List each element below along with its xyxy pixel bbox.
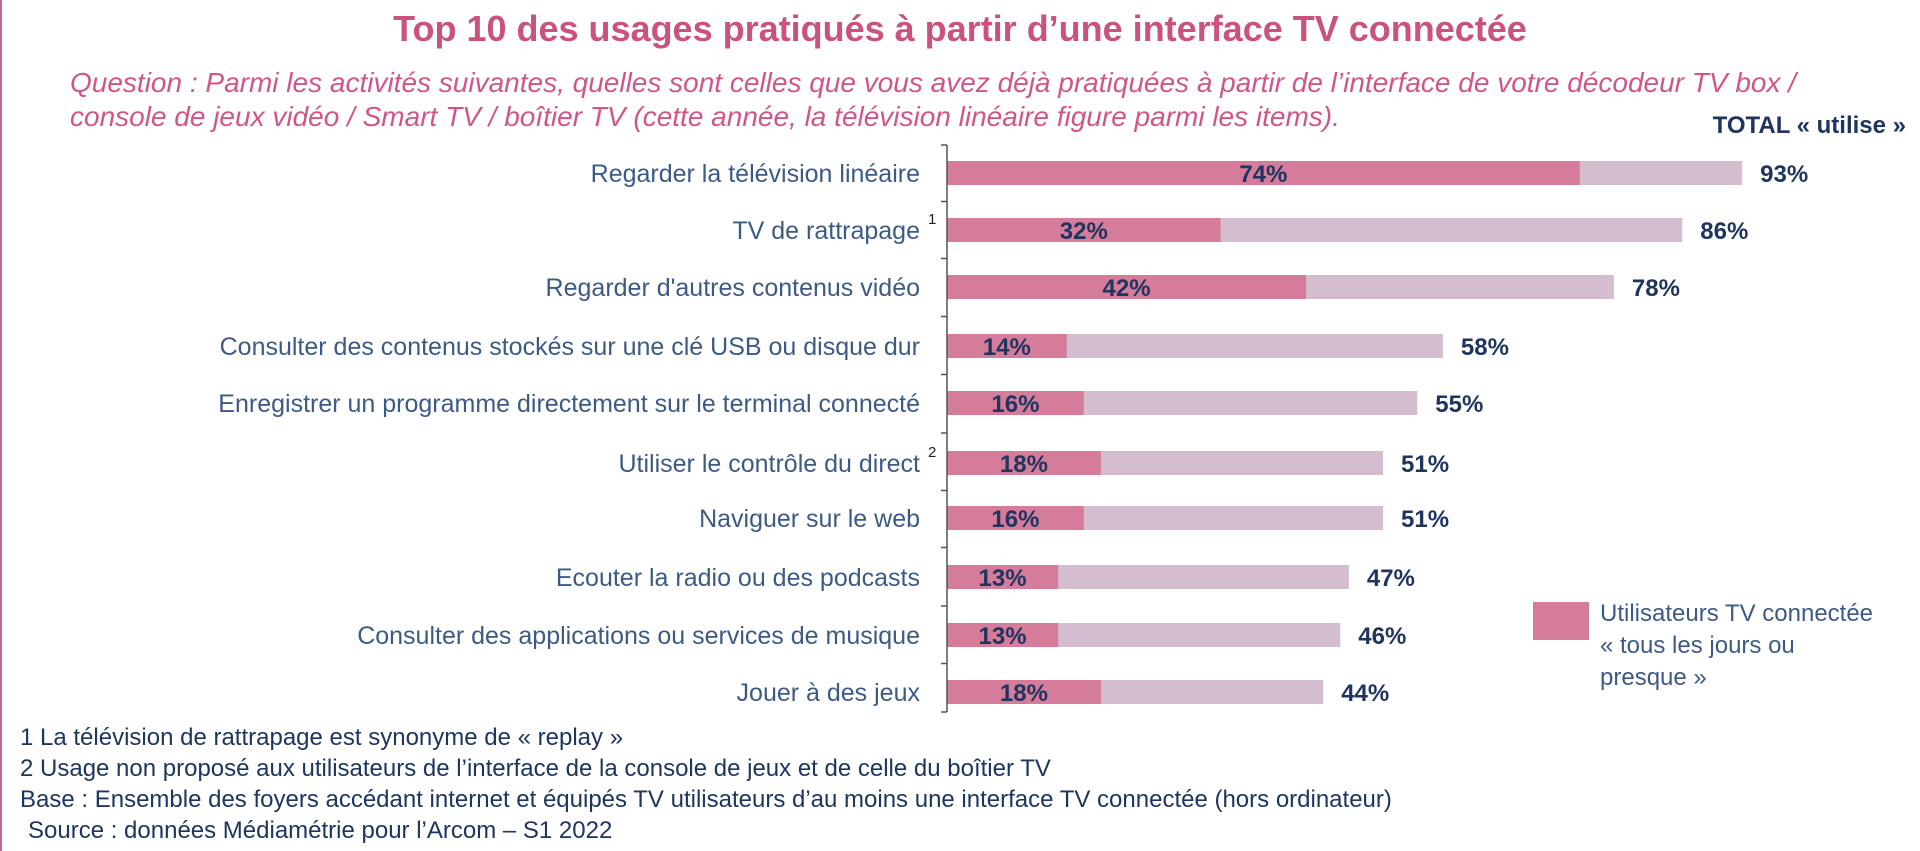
footnote-marker-1: 1	[928, 211, 936, 228]
total-value-label-9: 46%	[1358, 623, 1406, 650]
bar-daily-9	[947, 623, 1059, 647]
category-label-3: Regarder d'autres contenus vidéo	[546, 274, 920, 302]
daily-value-label-8: 13%	[979, 565, 1027, 592]
category-label-1: Regarder la télévision linéaire	[591, 160, 920, 188]
daily-value-label-4: 14%	[983, 334, 1031, 361]
legend-line-2: « tous les jours ou	[1600, 632, 1795, 659]
category-label-8: Ecouter la radio ou des podcasts	[556, 564, 920, 592]
daily-value-label-7: 16%	[991, 506, 1039, 533]
legend-line-3: presque »	[1600, 664, 1707, 691]
total-value-label-6: 51%	[1401, 451, 1449, 478]
source-note: Source : données Médiamétrie pour l’Arco…	[28, 817, 613, 844]
daily-value-label-10: 18%	[1000, 680, 1048, 707]
footnote-2: 2 Usage non proposé aux utilisateurs de …	[20, 755, 1051, 782]
daily-value-label-1: 74%	[1239, 161, 1287, 188]
bar-daily-1	[947, 161, 1580, 185]
daily-value-label-9: 13%	[979, 623, 1027, 650]
category-label-5: Enregistrer un programme directement sur…	[218, 390, 920, 418]
daily-value-label-5: 16%	[991, 391, 1039, 418]
total-value-label-7: 51%	[1401, 506, 1449, 533]
legend-label: Utilisateurs TV connectée « tous les jou…	[1600, 598, 1918, 694]
category-label-2: TV de rattrapage	[732, 217, 920, 245]
daily-value-label-2: 32%	[1060, 218, 1108, 245]
total-value-label-10: 44%	[1341, 680, 1389, 707]
bar-daily-3	[947, 275, 1307, 299]
daily-value-label-3: 42%	[1103, 275, 1151, 302]
category-label-4: Consulter des contenus stockés sur une c…	[220, 333, 920, 361]
legend-swatch	[1533, 602, 1589, 640]
footnote-marker-2: 2	[928, 444, 936, 461]
bar-daily-6	[947, 451, 1101, 475]
footnote-1: 1 La télévision de rattrapage est synony…	[20, 724, 624, 751]
total-uses-header: TOTAL « utilise »	[1712, 112, 1906, 139]
question-line-2: console de jeux vidéo / Smart TV / boîti…	[70, 101, 1340, 132]
total-value-label-5: 55%	[1435, 391, 1483, 418]
question-line-1: Question : Parmi les activités suivantes…	[70, 67, 1797, 98]
total-value-label-1: 93%	[1760, 161, 1808, 188]
bar-daily-8	[947, 565, 1059, 589]
category-label-7: Naviguer sur le web	[699, 505, 920, 533]
total-value-label-4: 58%	[1461, 334, 1509, 361]
total-value-label-3: 78%	[1632, 275, 1680, 302]
base-note: Base : Ensemble des foyers accédant inte…	[20, 786, 1392, 813]
category-label-9: Consulter des applications ou services d…	[357, 622, 920, 650]
bar-daily-5	[947, 391, 1084, 415]
bar-daily-7	[947, 506, 1084, 530]
left-border-line	[0, 0, 2, 851]
bar-daily-10	[947, 680, 1101, 704]
footnotes: 1 La télévision de rattrapage est synony…	[20, 722, 1900, 846]
category-label-6: Utiliser le contrôle du direct	[618, 450, 920, 478]
legend-line-1: Utilisateurs TV connectée	[1600, 600, 1874, 627]
chart-question: Question : Parmi les activités suivantes…	[70, 66, 1890, 134]
total-value-label-8: 47%	[1367, 565, 1415, 592]
total-value-label-2: 86%	[1700, 218, 1748, 245]
category-label-10: Jouer à des jeux	[737, 679, 921, 707]
chart-title: Top 10 des usages pratiqués à partir d’u…	[393, 8, 1527, 49]
bar-daily-4	[947, 334, 1067, 358]
bar-daily-2	[947, 218, 1221, 242]
daily-value-label-6: 18%	[1000, 451, 1048, 478]
